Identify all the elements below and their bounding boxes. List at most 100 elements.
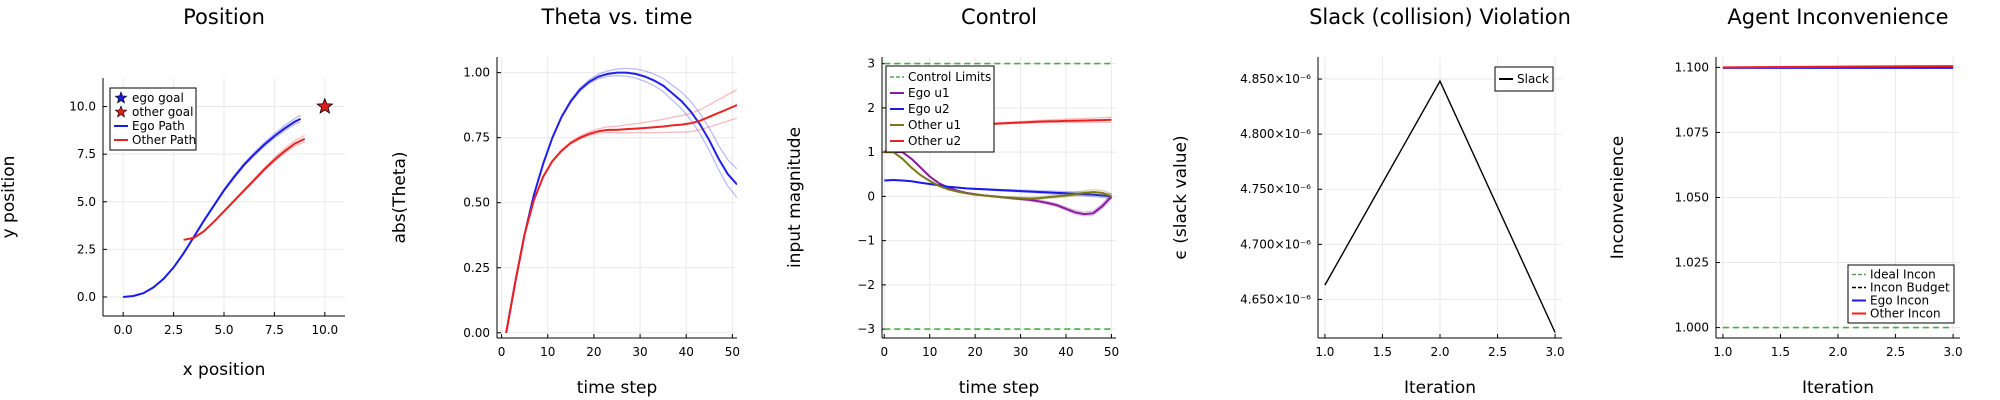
plot-area	[505, 67, 737, 333]
chart-title: Agent Inconvenience	[1727, 5, 1948, 29]
series-line	[884, 151, 1112, 200]
x-tick-label: 2.5	[1488, 345, 1507, 359]
y-tick-label: 3	[867, 57, 875, 71]
chart-panel-5: 1.0 1.5 2.0 2.5 3.0 1.000 1.025 1.050 1.075 1.100…	[1608, 5, 1963, 398]
y-tick-label: −1	[857, 234, 875, 248]
chart-panel-4: 1.0 1.5 2.0 2.5 3.0 4.650×10⁻⁶ 4.700×10⁻⁶ 4.750…	[1171, 5, 1571, 398]
x-axis-label: Iteration	[1802, 378, 1874, 398]
y-tick-label: −2	[857, 278, 875, 292]
plot-area	[1324, 79, 1556, 333]
y-tick-label: 2	[867, 101, 875, 115]
chart-panel-3: 0 10 20 30 40 50 −3 −2 −1 0 1 2 3 Control time step inp…	[785, 5, 1119, 398]
legend-label: Slack	[1517, 72, 1549, 86]
series-line-variant	[183, 141, 305, 241]
x-tick-label: 2.0	[1430, 345, 1449, 359]
x-tick-label: 1.5	[1771, 345, 1790, 359]
series-line-variant	[884, 151, 1112, 201]
y-axis-label: ϵ (slack value)	[1171, 135, 1191, 259]
y-tick-label: 1.050	[1675, 191, 1709, 205]
legend: Slack	[1494, 66, 1554, 92]
y-tick-label: 0.00	[463, 326, 490, 340]
y-axis-label: y position	[0, 156, 19, 239]
y-tick-label: 0.50	[463, 196, 490, 210]
x-tick-label: 30	[1013, 345, 1028, 359]
legend-marker	[114, 91, 128, 104]
series-line-variant	[123, 114, 301, 298]
x-tick-label: 2.5	[164, 323, 183, 337]
y-tick-label: 4.750×10⁻⁶	[1240, 182, 1311, 196]
y-tick-label: 0.25	[463, 261, 490, 275]
y-tick-label: 10.0	[69, 100, 96, 114]
y-tick-label: 2.5	[77, 242, 96, 256]
series-line-variant	[183, 134, 306, 241]
x-tick-label: 1.0	[1315, 345, 1334, 359]
legend-label: Other Incon	[1870, 307, 1941, 321]
x-tick-label: 50	[1104, 345, 1119, 359]
y-tick-label: 1	[867, 145, 875, 159]
chart-title: Theta vs. time	[541, 5, 693, 29]
plot-area	[123, 114, 306, 298]
series-line	[505, 104, 737, 333]
y-tick-label: 0	[867, 189, 875, 203]
series-line-variant	[884, 179, 1112, 195]
chart-title: Position	[183, 5, 265, 29]
y-tick-label: 4.800×10⁻⁶	[1240, 127, 1311, 141]
x-tick-label: 40	[1058, 345, 1073, 359]
series-line	[123, 117, 302, 298]
y-tick-label: 7.5	[77, 147, 96, 161]
series-line-variant	[505, 117, 737, 333]
series-line-variant	[884, 151, 1112, 199]
x-tick-label: 0.0	[114, 323, 133, 337]
x-tick-label: 0	[880, 345, 888, 359]
y-axis-label: Inconvenience	[1608, 136, 1628, 259]
y-tick-label: 4.850×10⁻⁶	[1240, 72, 1311, 86]
legend-label: Ego u1	[908, 86, 950, 100]
x-tick-label: 30	[632, 345, 647, 359]
x-tick-label: 1.0	[1713, 345, 1732, 359]
chart-panel-2: 0 10 20 30 40 50 0.00 0.25 0.50 0.75 1.00 Theta vs.…	[390, 5, 740, 398]
x-tick-label: 2.0	[1828, 345, 1847, 359]
legend-label: Ego u2	[908, 102, 950, 116]
legend-label: Other Path	[132, 133, 196, 147]
y-tick-label: 1.100	[1675, 60, 1709, 74]
y-tick-label: 1.025	[1675, 256, 1709, 270]
legend-label: ego goal	[132, 91, 184, 105]
chart-title: Control	[961, 5, 1037, 29]
legend-label: Ego Incon	[1870, 294, 1929, 308]
x-tick-label: 2.5	[1886, 345, 1905, 359]
plot-area	[1722, 65, 1954, 329]
legend-label: Other u1	[908, 118, 961, 132]
x-tick-label: 10	[540, 345, 555, 359]
x-axis-label: time step	[577, 378, 658, 398]
x-tick-label: 20	[586, 345, 601, 359]
x-axis-label: x position	[183, 360, 266, 380]
y-axis-label: input magnitude	[785, 127, 805, 268]
x-axis-label: Iteration	[1404, 378, 1476, 398]
x-axis-label: time step	[959, 378, 1040, 398]
legend-label: Control Limits	[908, 70, 991, 84]
y-tick-label: 0.0	[77, 290, 96, 304]
legend-label: Other u2	[908, 134, 961, 148]
x-tick-label: 7.5	[265, 323, 284, 337]
x-tick-label: 5.0	[214, 323, 233, 337]
series-line-variant	[505, 88, 737, 333]
series-line-variant	[123, 121, 301, 298]
x-tick-label: 1.5	[1373, 345, 1392, 359]
legend-label: other goal	[132, 105, 193, 119]
legend-label: Incon Budget	[1870, 281, 1950, 295]
y-tick-label: 4.700×10⁻⁶	[1240, 237, 1311, 251]
y-axis-label: abs(Theta)	[390, 151, 410, 243]
series-line-variant	[505, 74, 737, 333]
series-line	[1722, 65, 1954, 69]
x-tick-label: 50	[725, 345, 740, 359]
legend-label: Ideal Incon	[1870, 268, 1936, 282]
x-tick-label: 20	[968, 345, 983, 359]
series-line-variant	[884, 151, 1112, 217]
series-line	[505, 71, 737, 333]
legend-label: Ego Path	[132, 119, 185, 133]
y-tick-label: 1.00	[463, 66, 490, 80]
y-tick-label: 0.75	[463, 131, 490, 145]
y-tick-label: −3	[857, 322, 875, 336]
